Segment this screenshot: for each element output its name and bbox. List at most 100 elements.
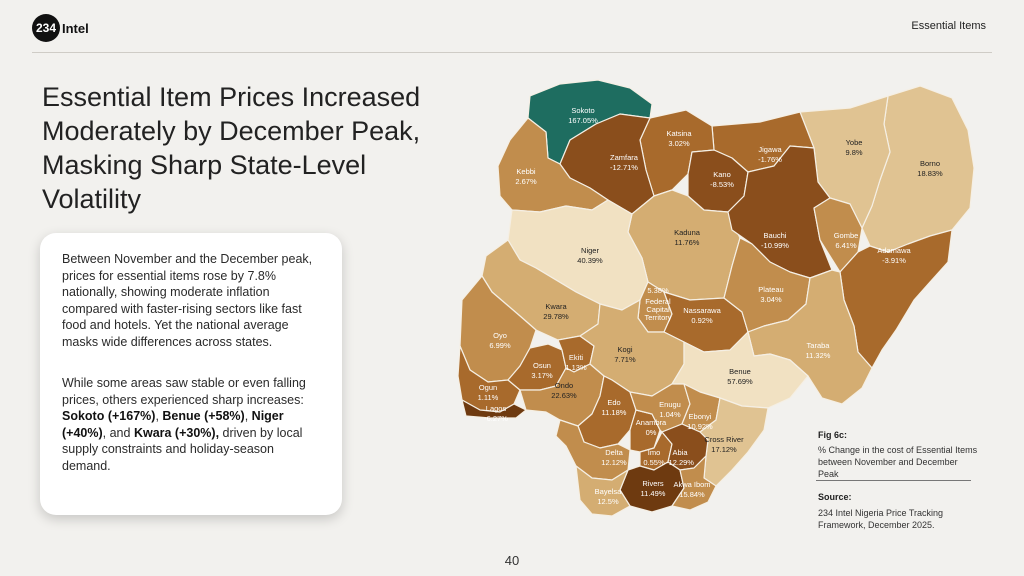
state-value-kwara: 29.78%	[543, 312, 569, 321]
state-value-kebbi: 2.67%	[515, 177, 537, 186]
section-label: Essential Items	[911, 20, 986, 32]
state-name-katsina: Katsina	[666, 129, 692, 138]
state-name-kano: Kano	[713, 170, 731, 179]
state-value-adamawa: -3.91%	[882, 256, 906, 265]
state-value-zamfara: -12.71%	[610, 163, 638, 172]
state-value-sokoto: 167.05%	[568, 116, 598, 125]
state-value-borno: 18.83%	[917, 169, 943, 178]
state-name-osun: Osun	[533, 361, 551, 370]
state-value-ekiti: 1.13%	[565, 363, 587, 372]
state-name-adamawa: Adamawa	[877, 246, 911, 255]
state-name-plateau: Plateau	[758, 285, 783, 294]
state-value-ogun: 1.11%	[478, 393, 499, 402]
logo: 234 Intel	[32, 14, 89, 42]
state-value-federal-capital-territory: 5.38%	[647, 286, 669, 295]
source-label: Source:	[818, 492, 852, 502]
separator: ,	[244, 409, 252, 424]
state-value-anambra: 0%	[646, 428, 657, 437]
state-name-federal-capital-territory: Federal Capital Territory	[644, 297, 671, 322]
figure-divider	[816, 480, 971, 481]
highlight-benue: Benue (+58%)	[162, 409, 245, 424]
logo-badge: 234	[32, 14, 60, 42]
state-name-ekiti: Ekiti	[569, 353, 584, 362]
page-number: 40	[504, 553, 520, 568]
state-name-yobe: Yobe	[846, 138, 863, 147]
state-value-rivers: 11.49%	[641, 489, 666, 498]
state-name-ebonyi: Ebonyi	[689, 412, 712, 421]
state-name-kaduna: Kaduna	[674, 228, 701, 237]
state-name-niger: Niger	[581, 246, 599, 255]
state-value-delta: 12.12%	[601, 458, 627, 467]
state-name-anambra: Anambra	[636, 418, 667, 427]
state-name-gombe: Gombe	[834, 231, 859, 240]
state-value-ondo: 22.63%	[551, 391, 577, 400]
state-value-gombe: 6.41%	[835, 241, 857, 250]
logo-word: Intel	[62, 20, 89, 36]
state-value-plateau: 3.04%	[760, 295, 782, 304]
state-akwa-ibom	[671, 455, 717, 511]
state-name-kogi: Kogi	[617, 345, 632, 354]
state-value-taraba: 11.32%	[806, 351, 831, 360]
state-name-delta: Delta	[605, 448, 623, 457]
state-name-sokoto: Sokoto	[571, 106, 594, 115]
separator: ,	[155, 409, 163, 424]
highlight-niger: Niger (+40%)	[62, 409, 284, 440]
state-value-nassarawa: 0.92%	[691, 316, 713, 325]
separator: , and	[102, 425, 134, 440]
state-name-zamfara: Zamfara	[610, 153, 639, 162]
state-value-cross-river: 17.12%	[711, 445, 737, 454]
state-value-bauchi: -10.99%	[761, 241, 789, 250]
page-title: Essential Item Prices Increased Moderate…	[42, 82, 421, 214]
state-value-abia: -12.29%	[666, 458, 694, 467]
state-value-bayelsa: 12.5%	[597, 497, 619, 506]
state-name-akwa-ibom: Akwa Ibom	[673, 480, 710, 489]
state-value-enugu: 1.04%	[659, 410, 681, 419]
state-value-oyo: 6.99%	[489, 341, 511, 350]
state-bayelsa	[575, 465, 631, 517]
state-name-rivers: Rivers	[642, 479, 664, 488]
state-name-oyo: Oyo	[493, 331, 507, 340]
state-value-edo: 11.18%	[602, 408, 627, 417]
state-name-nassarawa: Nassarawa	[683, 306, 721, 315]
figure-label: Fig 6c:	[818, 430, 848, 440]
state-name-abia: Abia	[672, 448, 688, 457]
source-text: 234 Intel Nigeria Price Tracking Framewo…	[818, 508, 944, 530]
state-value-imo: 0.55%	[643, 458, 665, 467]
state-value-jigawa: -1.76%	[758, 155, 782, 164]
state-name-borno: Borno	[920, 159, 940, 168]
state-value-osun: 3.17%	[531, 371, 553, 380]
state-name-cross-river: Cross River	[704, 435, 744, 444]
highlight-kwara: Kwara (+30%),	[133, 425, 220, 440]
state-name-benue: Benue	[729, 367, 751, 376]
summary-card: Between November and the December peak, …	[40, 233, 342, 515]
state-value-kogi: 7.71%	[614, 355, 636, 364]
state-name-bayelsa: Bayelsa	[595, 487, 623, 496]
state-value-kaduna: 11.76%	[675, 238, 700, 247]
header-divider	[32, 52, 992, 53]
state-name-imo: Imo	[648, 448, 661, 457]
state-name-kebbi: Kebbi	[516, 167, 536, 176]
state-value-katsina: 3.02%	[668, 139, 690, 148]
state-name-ondo: Ondo	[555, 381, 573, 390]
state-name-bauchi: Bauchi	[764, 231, 787, 240]
state-name-kwara: Kwara	[545, 302, 567, 311]
highlight-sokoto: Sokoto (+167%)	[62, 409, 156, 424]
paragraph-text: driven by local supply constraints and h…	[62, 425, 303, 473]
state-value-benue: 57.69%	[727, 377, 753, 386]
state-name-jigawa: Jigawa	[758, 145, 782, 154]
state-name-enugu: Enugu	[659, 400, 681, 409]
state-value-lagos: -6.27%	[484, 414, 508, 423]
state-name-lagos: Lagos	[486, 404, 507, 413]
state-name-edo: Edo	[607, 398, 620, 407]
state-value-niger: 40.39%	[577, 256, 603, 265]
summary-paragraph-2: While some areas saw stable or even fall…	[62, 375, 320, 475]
state-value-ebonyi: 10.92%	[687, 422, 713, 431]
state-name-taraba: Taraba	[807, 341, 831, 350]
state-value-yobe: 9.8%	[845, 148, 862, 157]
figure-caption: % Change in the cost of Essential Items …	[818, 445, 978, 479]
summary-paragraph-1: Between November and the December peak, …	[62, 252, 313, 349]
state-name-ogun: Ogun	[479, 383, 497, 392]
paragraph-text: While some areas saw stable or even fall…	[62, 376, 306, 407]
state-value-kano: -8.53%	[710, 180, 734, 189]
